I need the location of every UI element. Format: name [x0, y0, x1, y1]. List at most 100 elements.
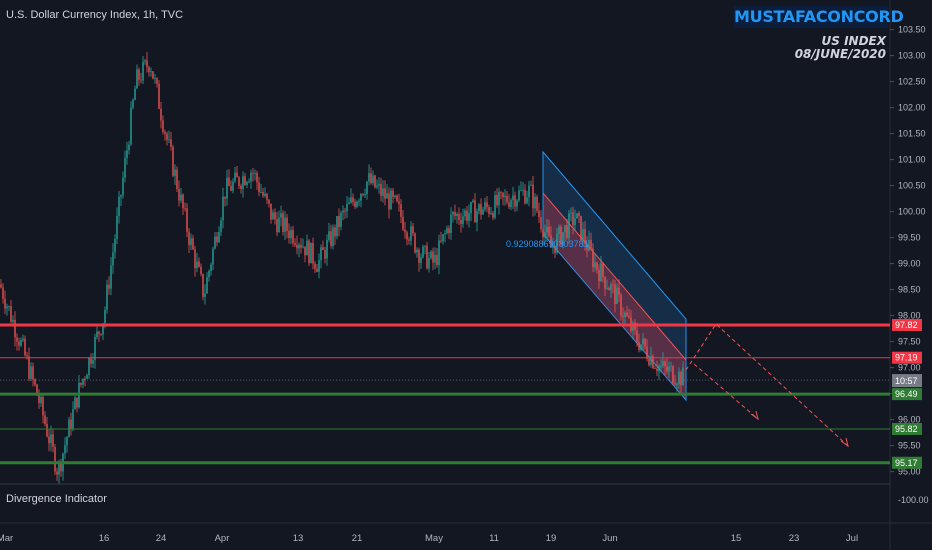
candle-body — [642, 338, 644, 345]
candle-body — [118, 196, 120, 216]
candle-body — [198, 261, 200, 267]
candle-body — [550, 235, 552, 248]
candle-body — [430, 251, 432, 259]
candle-body — [96, 331, 98, 338]
candle-body — [654, 368, 656, 369]
candle-body — [370, 173, 372, 184]
candle-body — [340, 212, 342, 227]
y-axis: 103.50 103.00 102.50 102.00 101.50 101.00 100.… — [890, 25, 929, 505]
candle-body — [494, 195, 496, 218]
candle-body — [534, 196, 536, 209]
price-tag-bg — [892, 375, 922, 388]
candle-body — [234, 172, 236, 182]
level-tag-bg — [892, 388, 922, 401]
candle-body — [0, 284, 2, 288]
candle-body — [380, 183, 382, 196]
candle-body — [248, 181, 250, 183]
candle-body — [146, 60, 148, 68]
candle-body — [518, 190, 520, 201]
candle-body — [650, 355, 652, 366]
candle-body — [456, 214, 458, 216]
y-tick-label: 100.50 — [898, 181, 926, 191]
candle-body — [392, 190, 394, 197]
x-tick-label: 21 — [352, 533, 363, 544]
candle-body — [588, 239, 590, 251]
candle-body — [408, 239, 410, 241]
candle-body — [522, 189, 524, 191]
candle-body — [366, 181, 368, 195]
candle-body — [618, 287, 620, 295]
candle-body — [514, 195, 516, 207]
candle-body — [82, 378, 84, 385]
candle-body — [144, 60, 146, 62]
candle-body — [546, 226, 548, 233]
candle-body — [318, 260, 320, 272]
candle-body — [176, 169, 178, 190]
candle-body — [172, 146, 174, 176]
candle-body — [438, 240, 440, 266]
candle-body — [280, 213, 282, 218]
candle-body — [98, 331, 100, 334]
x-tick-label: 24 — [156, 533, 167, 544]
candle-body — [510, 200, 512, 208]
y-tick-label: 98.50 — [898, 285, 921, 295]
candle-body — [334, 227, 336, 237]
candle-body — [130, 107, 132, 145]
candle-body — [610, 284, 612, 291]
level-tag-bg — [892, 422, 922, 435]
candle-body — [576, 213, 578, 219]
candle-body — [344, 210, 346, 212]
candle-body — [148, 67, 150, 72]
candle-body — [538, 210, 540, 218]
candle-body — [656, 368, 658, 372]
candle-body — [250, 172, 252, 182]
price-tag-label: 10:57 — [895, 376, 918, 386]
candle-body — [658, 366, 660, 372]
candle-body — [10, 306, 12, 322]
indicator-title[interactable]: Divergence Indicator — [6, 493, 107, 505]
candle-body — [462, 216, 464, 224]
candle-body — [498, 192, 500, 206]
candle-body — [282, 213, 284, 232]
candle-body — [468, 213, 470, 221]
candle-body — [36, 384, 38, 396]
candle-body — [296, 244, 298, 249]
candle-body — [488, 207, 490, 214]
candle-body — [374, 175, 376, 188]
candle-body — [312, 242, 314, 264]
candle-body — [406, 232, 408, 240]
candle-body — [620, 294, 622, 316]
chart-title[interactable]: U.S. Dollar Currency Index, 1h, TVC — [6, 9, 184, 21]
y-tick-label: 95.00 — [898, 467, 921, 477]
candle-body — [590, 239, 592, 249]
x-tick-label: 13 — [293, 533, 304, 544]
candle-body — [520, 190, 522, 191]
candle-body — [8, 306, 10, 308]
candle-body — [544, 232, 546, 238]
candle-body — [58, 462, 60, 475]
candle-body — [278, 217, 280, 233]
candle-body — [214, 236, 216, 249]
candle-body — [258, 182, 260, 193]
candle-body — [204, 293, 206, 297]
candle-body — [554, 246, 556, 253]
candle-body — [240, 185, 242, 189]
candle-body — [264, 193, 266, 196]
x-tick-label: May — [425, 533, 443, 544]
candle-body — [504, 195, 506, 198]
candle-body — [270, 203, 272, 220]
candle-body — [136, 69, 138, 89]
candle-body — [548, 226, 550, 236]
candle-body — [140, 79, 142, 81]
candle-body — [378, 183, 380, 186]
candle-body — [440, 240, 442, 242]
candle-body — [206, 277, 208, 294]
candle-body — [50, 434, 52, 444]
candle-body — [308, 240, 310, 264]
candle-body — [292, 229, 294, 244]
candle-body — [632, 322, 634, 331]
y-tick-label: 102.00 — [898, 103, 926, 113]
candle-body — [560, 226, 562, 246]
x-tick-label: 19 — [546, 533, 557, 544]
